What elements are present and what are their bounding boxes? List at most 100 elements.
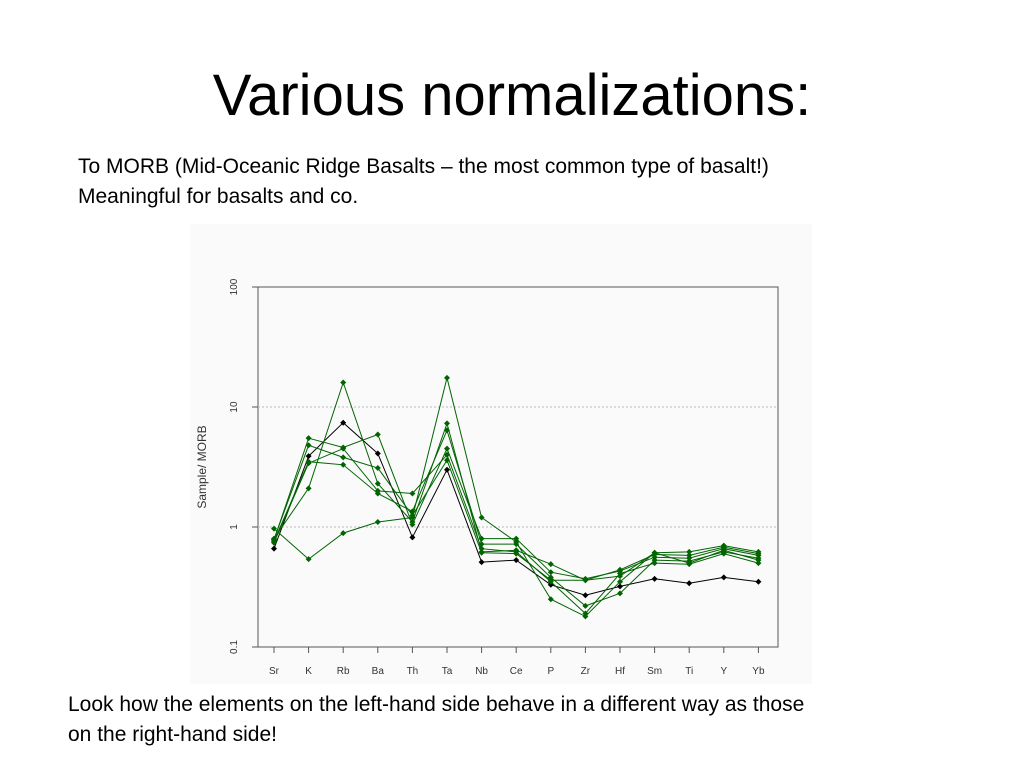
data-point [720, 547, 727, 554]
data-point [582, 577, 589, 584]
data-point [513, 535, 520, 542]
data-point [513, 557, 520, 564]
plot-frame [257, 286, 779, 648]
data-point [720, 550, 727, 557]
data-point [686, 580, 693, 587]
data-point [547, 577, 554, 584]
slide-title: Various normalizations: [212, 63, 812, 128]
data-point [340, 379, 347, 386]
data-point [582, 592, 589, 599]
data-point [271, 539, 277, 546]
data-point [686, 560, 693, 567]
x-tick-label: Ce [510, 666, 523, 677]
x-tick-label: Sr [269, 666, 280, 677]
data-point [478, 541, 485, 548]
data-point [651, 560, 658, 567]
data-point [409, 521, 416, 528]
x-tick-label: Ba [372, 666, 385, 677]
data-point [547, 596, 554, 603]
grid-lines [258, 406, 778, 528]
data-point [271, 525, 277, 532]
data-point [340, 419, 347, 426]
data-point [478, 514, 485, 521]
data-point [582, 602, 589, 609]
data-point [617, 583, 623, 590]
data-point [305, 485, 312, 492]
x-tick-label: Sm [647, 666, 662, 677]
data-point [374, 431, 381, 438]
outro-line: on the right-hand side! [68, 723, 277, 746]
data-point [478, 559, 485, 566]
data-point [444, 457, 450, 464]
data-point [305, 453, 312, 460]
data-point [444, 374, 450, 381]
y-axis-label: Sample/ MORB [195, 425, 209, 508]
data-point [444, 420, 450, 427]
x-tick-label: K [305, 666, 312, 677]
data-point [547, 569, 554, 576]
data-point [513, 550, 520, 557]
y-tick-label: 0.1 [229, 640, 240, 654]
series-line [273, 377, 759, 618]
data-point [340, 530, 347, 537]
data-point [374, 480, 381, 487]
y-tick-label: 1 [229, 524, 240, 530]
data-point [478, 549, 485, 556]
data-point [305, 556, 312, 563]
x-tick-label: Ta [442, 666, 453, 677]
x-tick-label: Th [407, 666, 419, 677]
y-axis: 0.1 1 10 100 [229, 278, 258, 654]
data-point [340, 461, 347, 468]
data-point [617, 578, 623, 585]
data-point [409, 490, 416, 497]
series-line [273, 428, 759, 607]
data-point [513, 541, 520, 548]
data-point [444, 451, 450, 458]
series [271, 442, 762, 584]
series [271, 445, 762, 617]
x-tick-label: Hf [615, 666, 625, 677]
series-line [273, 422, 759, 596]
data-series [271, 374, 762, 620]
x-axis: Sr K Rb Ba Th Ta Nb Ce P Zr Hf Sm Ti Y Yb [269, 647, 765, 677]
data-point [617, 590, 623, 597]
data-point [305, 435, 312, 442]
data-point [651, 575, 658, 582]
spider-diagram: Sample/ MORB 0.1 1 10 100 Sr K Rb Ba Th Ta Nb Ce P Z… [195, 278, 779, 677]
data-point [617, 573, 623, 580]
data-point [686, 548, 693, 555]
data-point [444, 466, 450, 473]
data-point [444, 427, 450, 434]
x-tick-label: Zr [581, 666, 591, 677]
y-tick-label: 100 [229, 278, 240, 295]
data-point [374, 465, 381, 472]
x-tick-label: Y [720, 666, 727, 677]
data-point [374, 487, 381, 494]
intro-line: Meaningful for basalts and co. [78, 185, 359, 208]
outro-text: Look how the elements on the left-hand s… [68, 690, 998, 750]
intro-text: To MORB (Mid-Oceanic Ridge Basalts – the… [78, 152, 978, 212]
data-point [755, 578, 762, 585]
x-tick-label: Ti [685, 666, 693, 677]
data-point [720, 574, 727, 581]
data-point [755, 557, 762, 564]
intro-line: To MORB (Mid-Oceanic Ridge Basalts – the… [78, 155, 769, 178]
data-point [409, 534, 416, 541]
data-point [305, 442, 312, 449]
data-point [755, 560, 762, 567]
x-tick-label: P [547, 666, 554, 677]
data-point [340, 445, 347, 452]
series [271, 419, 762, 599]
x-tick-label: Yb [752, 666, 765, 677]
x-tick-label: Nb [475, 666, 488, 677]
data-point [651, 557, 658, 564]
outro-line: Look how the elements on the left-hand s… [68, 693, 805, 716]
data-point [374, 519, 381, 526]
series-line [273, 447, 759, 615]
data-point [409, 512, 416, 519]
y-tick-label: 10 [229, 401, 240, 413]
data-point [582, 610, 589, 617]
data-point [444, 445, 450, 452]
data-point [271, 545, 277, 552]
spider-diagram-panel: Sample/ MORB 0.1 1 10 100 Sr K Rb Ba Th Ta Nb Ce P Z… [190, 224, 812, 684]
